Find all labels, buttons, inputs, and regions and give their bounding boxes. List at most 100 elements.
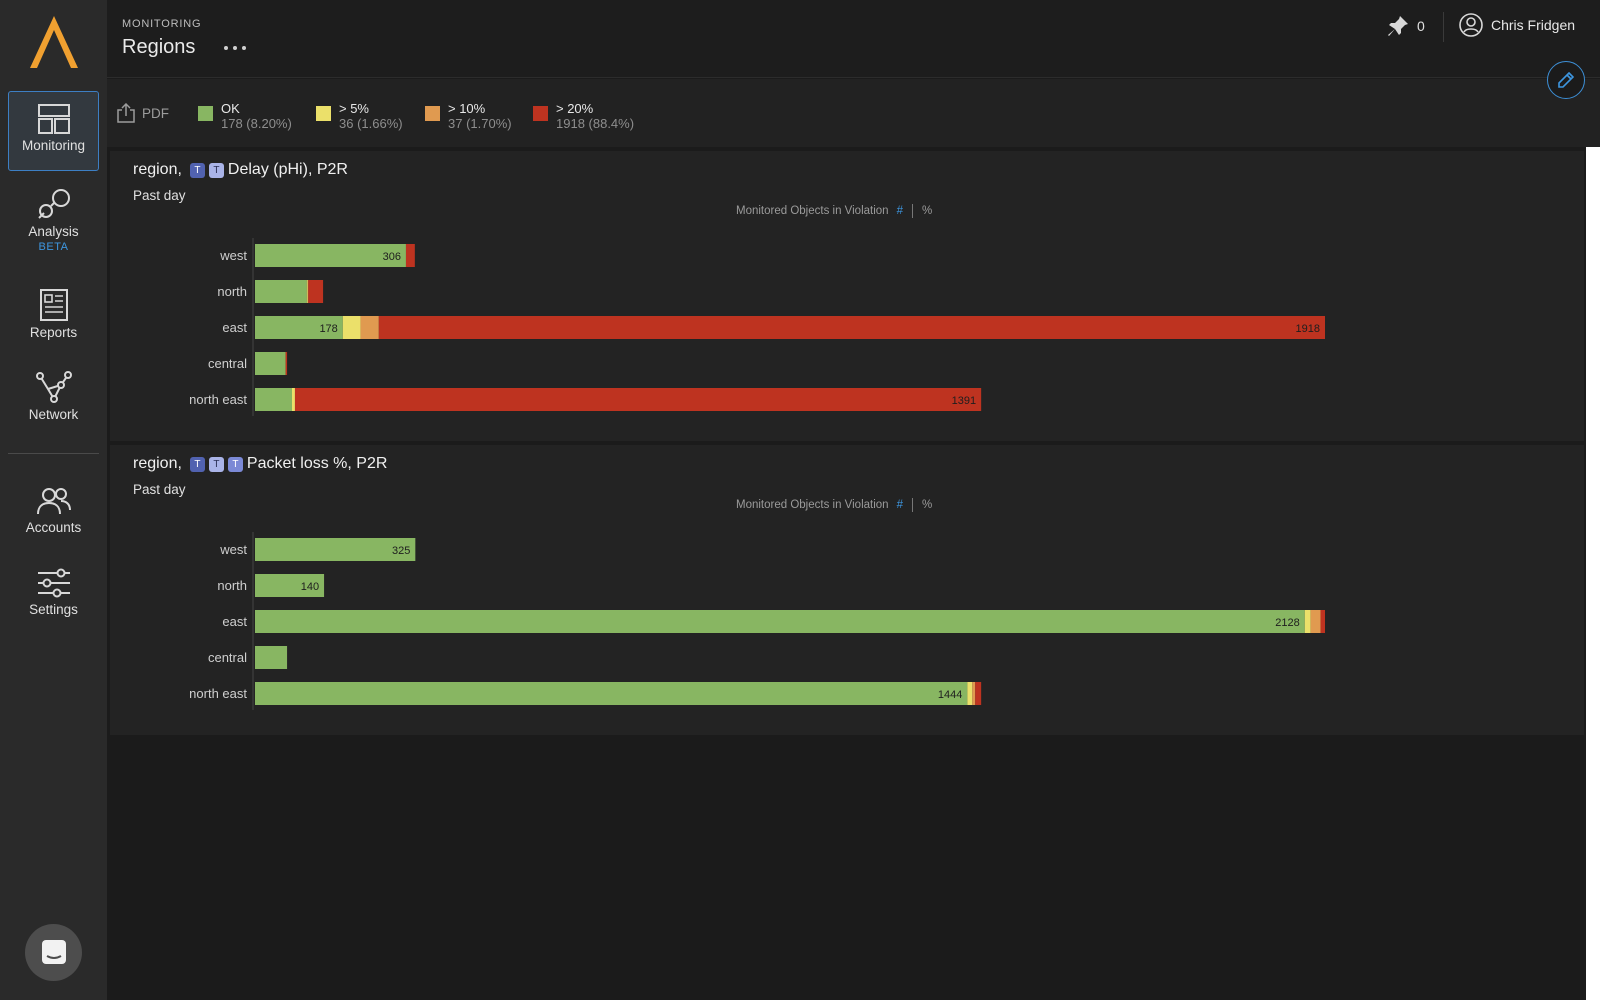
bar-segment-ok[interactable] [255,682,968,705]
nav-label: Accounts [25,520,82,535]
bar-segment-ok[interactable] [255,610,1305,633]
chat-button[interactable] [25,924,82,981]
metric-toggle: Monitored Objects in Violation # % [736,498,932,512]
more-options-button[interactable] [222,38,248,58]
metric-count-toggle[interactable]: # [896,499,903,511]
nav-settings[interactable]: Settings [8,556,99,636]
tag-badge[interactable]: T [189,456,205,472]
metric-percent-toggle[interactable]: % [921,205,933,217]
category-label: north east [189,686,247,701]
legend-count: 36 (1.66%) [339,116,403,131]
legend-ok[interactable]: OK 178 (8.20%) [198,101,292,131]
legend-gt10[interactable]: > 10% 37 (1.70%) [425,101,512,131]
panel-period: Past day [133,188,186,203]
legend-label: > 10% [448,101,486,116]
tag-badge[interactable]: T [208,456,224,472]
bar-segment-5[interactable] [291,388,295,411]
bar-segment-ok[interactable] [255,574,325,597]
legend-swatch-ok [198,106,213,121]
bar-segment-20[interactable] [308,280,324,303]
legend-swatch-gt10 [425,106,440,121]
network-icon [35,371,72,403]
app-logo[interactable] [26,14,82,70]
legend-label: > 5% [339,101,369,116]
chat-icon [42,940,66,964]
bar-segment-10[interactable] [360,316,379,339]
category-label: central [208,650,247,665]
bar-segment-ok[interactable] [255,646,288,669]
nav-reports[interactable]: Reports [8,277,99,357]
category-label: east [222,320,247,335]
bar-segment-20[interactable] [285,352,288,375]
title-suffix: Packet loss %, P2R [246,455,388,472]
bar-segment-20[interactable] [1320,610,1325,633]
bar-segment-5[interactable] [1304,610,1311,633]
nav-label: Analysis [28,224,79,239]
bar-segment-10[interactable] [1310,610,1321,633]
bar-segment-5[interactable] [342,316,361,339]
sidebar-divider [8,453,99,454]
bar-segment-5[interactable] [306,280,308,303]
pdf-label: PDF [142,105,169,121]
bar-chart-packet-loss: west 325 north 140 east 2128 central north east… [189,532,1325,710]
bar-segment-ok[interactable] [255,352,286,375]
panel-title: region, T T T Packet loss %, P2R [133,455,387,473]
settings-icon [37,568,70,598]
bar-segment-ok[interactable] [255,280,307,303]
bar-segment-20[interactable] [294,388,982,411]
nav-monitoring[interactable]: Monitoring [8,91,99,171]
legend-gt5[interactable]: > 5% 36 (1.66%) [316,101,403,131]
page-title: Regions [122,36,196,58]
metric-label: Monitored Objects in Violation [736,499,889,511]
tag-badge[interactable]: T [227,456,243,472]
data-label: 325 [392,545,410,557]
bar-segment-10[interactable] [972,682,976,705]
pin-button[interactable]: 0 [1387,14,1425,38]
title-prefix: region, [133,161,182,178]
data-label: 2128 [1275,617,1299,629]
nav-analysis[interactable]: Analysis BETA [8,176,99,264]
category-label: west [219,542,247,557]
user-menu[interactable]: Chris Fridgen [1459,13,1575,37]
metric-count-toggle[interactable]: # [896,205,903,217]
metric-percent-toggle[interactable]: % [921,499,933,511]
category-label: north east [189,392,247,407]
bar-segment-20[interactable] [378,316,1326,339]
pin-count: 0 [1417,18,1425,34]
bar-segment-ok[interactable] [255,538,416,561]
bar-segment-ok[interactable] [255,244,406,267]
nav-label: Monitoring [21,138,86,153]
bar-segment-ok[interactable] [255,316,343,339]
legend-count: 1918 (88.4%) [556,116,635,131]
bar-segment-5[interactable] [967,682,973,705]
panel-period: Past day [133,482,186,497]
category-label: north [217,578,247,593]
legend-gt20[interactable]: > 20% 1918 (88.4%) [533,101,634,131]
chart-panel-packet-loss: region, T T T Packet loss %, P2R Past da… [110,445,1584,735]
nav-label: Settings [29,602,78,617]
edit-button[interactable] [1547,61,1585,99]
panel-title: region, T T Delay (pHi), P2R [133,161,348,179]
pin-icon [1388,16,1408,36]
tag-badge[interactable]: T [189,162,205,178]
accounts-icon [36,488,71,515]
legend-label: > 20% [556,101,594,116]
reports-icon [39,289,68,321]
legend-count: 37 (1.70%) [448,116,512,131]
share-icon [117,103,135,123]
legend-label: OK [221,101,240,116]
tag-badge[interactable]: T [208,162,224,178]
user-icon [1459,13,1483,37]
data-label: 1391 [952,395,976,407]
analysis-icon [37,189,70,219]
data-label: 306 [383,251,401,263]
scrollbar[interactable] [1586,147,1600,1000]
bar-segment-20[interactable] [405,244,415,267]
bar-segment-ok[interactable] [255,388,292,411]
section-label: MONITORING [122,18,202,30]
data-label: 1918 [1296,323,1320,335]
pdf-export-button[interactable]: PDF [117,103,169,123]
nav-accounts[interactable]: Accounts [8,474,99,554]
nav-network[interactable]: Network [8,359,99,439]
bar-segment-20[interactable] [975,682,982,705]
